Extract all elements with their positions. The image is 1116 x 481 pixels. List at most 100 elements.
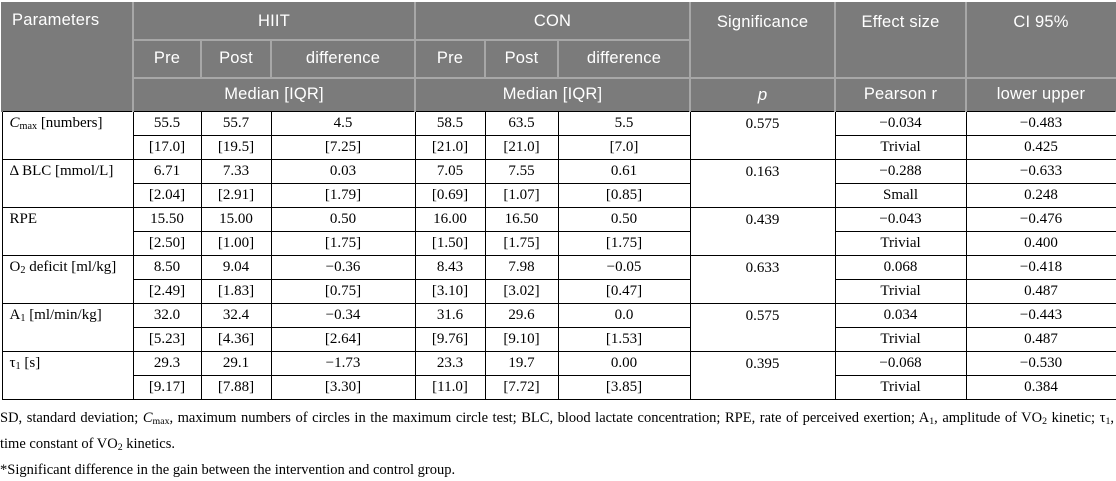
- cell-ci-lower: −0.476: [965, 206, 1116, 232]
- cell-hiit-pre-iqr: [2.50]: [132, 230, 202, 256]
- cell-ci-lower: −0.530: [965, 350, 1116, 376]
- cell-con-difference-iqr: [0.47]: [557, 278, 691, 304]
- cell-con-difference: 0.00: [557, 350, 691, 376]
- cell-effect-r: 0.034: [834, 302, 967, 328]
- cell-con-difference: −0.05: [557, 254, 691, 280]
- header-lower-upper: lower upper: [965, 77, 1116, 112]
- cell-hiit-pre: 55.5: [132, 110, 202, 136]
- cell-con-pre-iqr: [0.69]: [414, 182, 486, 208]
- cell-effect-r: −0.034: [834, 110, 967, 136]
- cell-hiit-difference: −0.34: [270, 302, 416, 328]
- table-row: τ1 [s] 29.3 29.1 −1.73 23.3 19.7 0.00 0.…: [1, 350, 1116, 400]
- cell-effect-r: −0.288: [834, 158, 967, 184]
- cell-con-post-iqr: [1.75]: [484, 230, 559, 256]
- cell-ci-upper: 0.487: [965, 326, 1116, 352]
- table-row: RPE 15.50 15.00 0.50 16.00 16.50 0.50 0.…: [1, 206, 1116, 256]
- table-footnote: SD, standard deviation; Cmax, maximum nu…: [0, 407, 1114, 481]
- cell-hiit-post-iqr: [7.88]: [200, 374, 272, 400]
- cell-hiit-pre: 8.50: [132, 254, 202, 280]
- cell-con-pre: 23.3: [414, 350, 486, 376]
- cell-con-post-iqr: [9.10]: [484, 326, 559, 352]
- cell-effect-label: Trivial: [834, 326, 967, 352]
- header-ci95: CI 95%: [965, 2, 1116, 79]
- cell-hiit-difference-iqr: [3.30]: [270, 374, 416, 400]
- cell-effect-r: −0.043: [834, 206, 967, 232]
- header-effect-size: Effect size: [834, 2, 968, 79]
- footnote-abbreviations: SD, standard deviation; Cmax, maximum nu…: [0, 409, 1114, 453]
- header-con-pre: Pre: [414, 39, 486, 79]
- cell-effect-label: Trivial: [834, 374, 967, 400]
- cell-hiit-post: 9.04: [200, 254, 272, 280]
- cell-hiit-pre: 6.71: [132, 158, 202, 184]
- cell-ci-upper: 0.384: [965, 374, 1116, 400]
- header-significance: Significance: [689, 2, 837, 79]
- cell-con-post: 19.7: [484, 350, 559, 376]
- cell-con-pre-iqr: [1.50]: [414, 230, 486, 256]
- cell-con-pre: 8.43: [414, 254, 486, 280]
- cell-hiit-pre-iqr: [2.49]: [132, 278, 202, 304]
- cell-param: τ1 [s]: [1, 350, 134, 400]
- header-row-groups: Parameters HIIT CON Significance Effect …: [1, 2, 1116, 112]
- cell-hiit-post: 29.1: [200, 350, 272, 376]
- table-header: Parameters HIIT CON Significance Effect …: [1, 2, 1116, 112]
- cell-ci-lower: −0.443: [965, 302, 1116, 328]
- header-parameters: Parameters: [1, 2, 134, 112]
- cell-con-post-iqr: [1.07]: [484, 182, 559, 208]
- cell-con-difference-iqr: [1.53]: [557, 326, 691, 352]
- cell-hiit-post: 32.4: [200, 302, 272, 328]
- cell-con-difference: 0.0: [557, 302, 691, 328]
- cell-hiit-pre: 29.3: [132, 350, 202, 376]
- cell-ci-lower: −0.418: [965, 254, 1116, 280]
- cell-hiit-difference: −0.36: [270, 254, 416, 280]
- cell-hiit-pre-iqr: [9.17]: [132, 374, 202, 400]
- cell-hiit-post-iqr: [1.83]: [200, 278, 272, 304]
- header-p: p: [689, 77, 837, 112]
- cell-hiit-difference-iqr: [0.75]: [270, 278, 416, 304]
- cell-param: A1 [ml/min/kg]: [1, 302, 134, 352]
- header-group-con: CON: [413, 2, 692, 41]
- table-row: A1 [ml/min/kg] 32.0 32.4 −0.34 31.6 29.6…: [1, 302, 1116, 352]
- table-row-iqr: [2.50] [1.00] [1.75] [1.50] [1.75] [1.75…: [2, 230, 1116, 256]
- cell-hiit-difference: 0.03: [270, 158, 416, 184]
- cell-effect-r: −0.068: [834, 350, 967, 376]
- cell-hiit-difference: −1.73: [270, 350, 416, 376]
- table-row-iqr: [2.49] [1.83] [0.75] [3.10] [3.02] [0.47…: [2, 278, 1116, 304]
- cell-p-value: 0.633: [689, 254, 836, 304]
- header-hiit-post: Post: [200, 39, 272, 79]
- cell-p-value: 0.163: [689, 158, 836, 208]
- results-table: Parameters HIIT CON Significance Effect …: [1, 2, 1116, 400]
- cell-con-post: 7.55: [484, 158, 559, 184]
- cell-hiit-difference-iqr: [7.25]: [270, 134, 416, 160]
- cell-ci-lower: −0.483: [965, 110, 1116, 136]
- header-group-hiit: HIIT: [132, 2, 416, 41]
- header-pearson-r: Pearson r: [834, 77, 968, 112]
- cell-con-pre: 31.6: [414, 302, 486, 328]
- table-body: Cmax [numbers] 55.5 55.7 4.5 58.5 63.5 5…: [1, 110, 1116, 400]
- header-con-difference: difference: [556, 39, 692, 79]
- cell-hiit-post-iqr: [2.91]: [200, 182, 272, 208]
- cell-ci-upper: 0.487: [965, 278, 1116, 304]
- cell-p-value: 0.575: [689, 110, 836, 160]
- table-row: O2 deficit [ml/kg] 8.50 9.04 −0.36 8.43 …: [1, 254, 1116, 304]
- cell-param: O2 deficit [ml/kg]: [1, 254, 134, 304]
- cell-effect-label: Trivial: [834, 134, 967, 160]
- cell-con-pre-iqr: [21.0]: [414, 134, 486, 160]
- cell-con-pre-iqr: [9.76]: [414, 326, 486, 352]
- footnote-significance: *Significant difference in the gain betw…: [0, 461, 456, 478]
- cell-con-post-iqr: [21.0]: [484, 134, 559, 160]
- cell-hiit-pre-iqr: [2.04]: [132, 182, 202, 208]
- cell-p-value: 0.395: [689, 350, 836, 400]
- cell-effect-label: Trivial: [834, 278, 967, 304]
- table-row-iqr: [5.23] [4.36] [2.64] [9.76] [9.10] [1.53…: [2, 326, 1116, 352]
- header-hiit-difference: difference: [270, 39, 416, 79]
- table-row: Cmax [numbers] 55.5 55.7 4.5 58.5 63.5 5…: [1, 110, 1116, 160]
- cell-ci-lower: −0.633: [965, 158, 1116, 184]
- cell-hiit-post-iqr: [1.00]: [200, 230, 272, 256]
- cell-hiit-difference-iqr: [1.75]: [270, 230, 416, 256]
- cell-con-difference-iqr: [3.85]: [557, 374, 691, 400]
- cell-hiit-pre: 32.0: [132, 302, 202, 328]
- cell-con-difference-iqr: [1.75]: [557, 230, 691, 256]
- cell-effect-label: Small: [834, 182, 967, 208]
- cell-ci-upper: 0.400: [965, 230, 1116, 256]
- header-row-stats: Median [IQR] Median [IQR] p Pearson r lo…: [2, 77, 1116, 112]
